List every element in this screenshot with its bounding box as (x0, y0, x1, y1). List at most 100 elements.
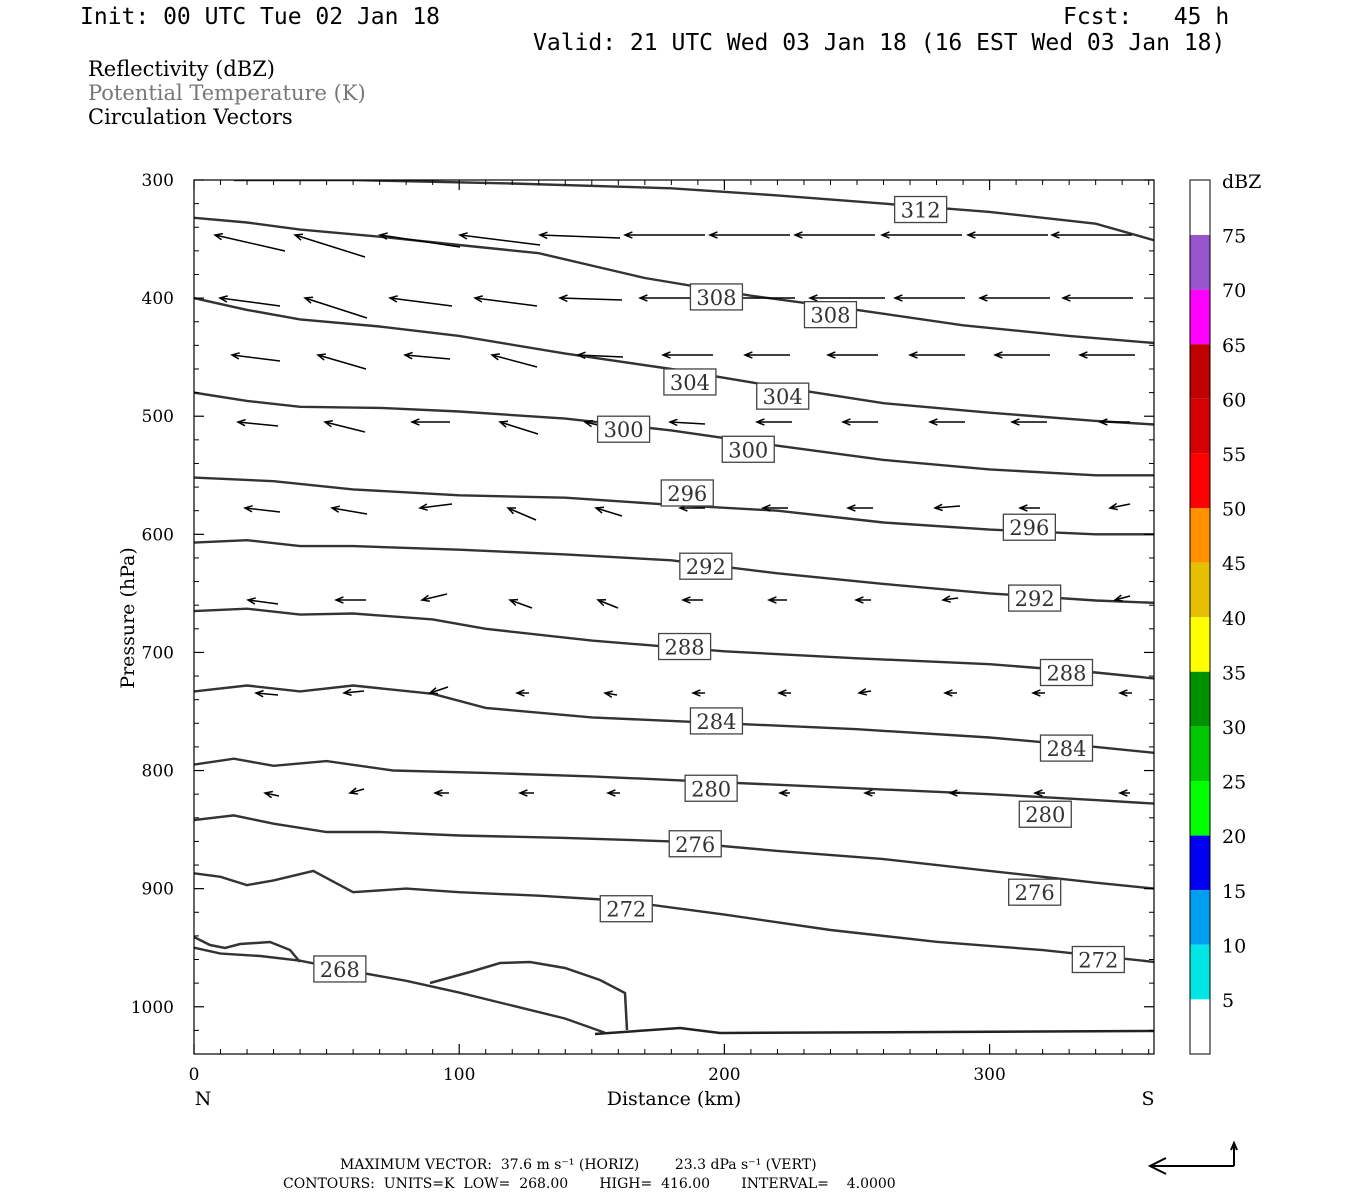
circulation-vector-arrow (508, 598, 533, 609)
contour-label: 296 (667, 482, 707, 506)
circulation-vector-arrow (1031, 689, 1045, 697)
circulation-vector-arrow (410, 418, 450, 426)
y-tick-label: 300 (142, 171, 174, 191)
circulation-vector-arrow (846, 504, 873, 512)
circulation-vector-arrow (793, 231, 875, 239)
contour-label-box (803, 300, 858, 329)
circulation-vector-arrow (213, 232, 286, 252)
contour-label-box (689, 707, 744, 735)
circulation-vector-arrow (1118, 689, 1132, 697)
circulation-vector-arrow (433, 789, 449, 797)
contour-label: 308 (696, 286, 736, 310)
circulation-vector-arrow (263, 790, 280, 799)
circulation-vector-arrow (538, 231, 621, 240)
reference-vector-icon (1147, 1140, 1238, 1175)
colorbar-swatch (1190, 508, 1210, 563)
circulation-vector-arrow (880, 231, 962, 239)
circulation-vector-arrow (1033, 789, 1045, 797)
circulation-vector-arrow (1010, 418, 1047, 426)
circulation-vector-arrow (334, 596, 366, 604)
contour-label: 272 (1078, 949, 1118, 973)
surface-boundary-line (193, 935, 301, 963)
contour-label: 292 (1015, 587, 1055, 611)
colorbar-label: 45 (1222, 553, 1246, 575)
circulation-vector-arrow (691, 689, 705, 697)
colorbar-label: 60 (1222, 389, 1246, 411)
contour-label-box (684, 774, 738, 802)
valid-time: Valid: 21 UTC Wed 03 Jan 18 (16 EST Wed … (533, 30, 1226, 56)
circulation-vector-arrow (857, 688, 872, 696)
contour-label-box (1018, 800, 1072, 828)
terrain-surface-line (594, 1026, 1155, 1036)
contour-label: 296 (1009, 516, 1049, 540)
circulation-vector-arrow (603, 690, 618, 698)
colorbar-label: 5 (1222, 990, 1234, 1012)
theta-contour-292 (194, 538, 1154, 604)
circulation-vector-arrow (708, 231, 790, 239)
colorbar-label: 65 (1222, 335, 1246, 357)
field-potential-temperature: Potential Temperature (K) (88, 81, 366, 105)
contour-label: 304 (763, 385, 803, 409)
contour-label: 312 (901, 199, 941, 223)
colorbar-swatch (1190, 562, 1210, 618)
colorbar-frame (1189, 179, 1211, 1055)
circulation-vector-arrow (668, 418, 706, 427)
circulation-vector-arrow (378, 232, 461, 248)
circulation-vector-arrow (498, 420, 539, 435)
contour-label-box (1002, 513, 1057, 541)
circulation-vector-arrow (515, 689, 529, 697)
circulation-vector-arrow (1098, 418, 1130, 426)
y-tick-label: 800 (142, 762, 174, 782)
contour-label-box (893, 195, 948, 224)
circulation-vector-arrow (993, 351, 1050, 359)
colorbar-label: 75 (1222, 226, 1246, 248)
y-tick-label: 900 (142, 880, 174, 900)
circulation-vector-arrow (246, 597, 279, 605)
circulation-vector-arrow (243, 504, 281, 513)
right-end-label: S (1141, 1088, 1154, 1110)
circulation-vector-arrow (316, 353, 367, 370)
circulation-vector-arrow (420, 593, 448, 603)
contour-label-box (663, 368, 717, 396)
circulation-vector-arrow (506, 507, 537, 521)
init-time: Init: 00 UTC Tue 02 Jan 18 (80, 4, 441, 30)
contour-label: 280 (691, 777, 731, 801)
colorbar-swatch (1190, 235, 1210, 290)
contour-label-box (1039, 734, 1094, 762)
circulation-vector-arrow (1061, 294, 1133, 302)
circulation-vector-arrow (418, 503, 453, 511)
contour-label-box (668, 830, 722, 858)
colorbar-label: 25 (1222, 772, 1246, 794)
contour-label-box (756, 382, 810, 410)
circulation-vector-arrow (808, 294, 885, 302)
colorbar-label: 30 (1222, 717, 1246, 739)
contour-label: 300 (728, 438, 768, 462)
circulation-vector-arrow (1050, 231, 1132, 239)
colorbar-swatch (1190, 781, 1210, 836)
circulation-vector-arrow (767, 596, 787, 604)
plot-frame (193, 179, 1155, 1055)
circulation-vector-arrow (978, 294, 1050, 302)
circulation-vector-arrow (661, 351, 713, 359)
circulation-vector-arrow (1118, 789, 1130, 797)
contour-label-box (1071, 945, 1125, 974)
colorbar-label: 20 (1222, 826, 1246, 848)
x-axis-label: Distance (km) (607, 1088, 742, 1110)
circulation-vector-arrow (933, 503, 961, 512)
y-tick-label: 500 (142, 407, 174, 427)
contour-label: 280 (1025, 803, 1065, 827)
theta-contour-300 (194, 391, 1154, 477)
contour-label-box (313, 955, 367, 983)
circulation-vector-arrow (330, 505, 368, 515)
colorbar-label: 50 (1222, 499, 1246, 521)
circulation-vector-arrow (303, 296, 368, 319)
circulation-vector-arrow (254, 689, 279, 698)
colorbar-swatch (1190, 835, 1210, 891)
circulation-vector-arrow (348, 787, 365, 795)
contour-label: 308 (810, 304, 850, 328)
contour-label: 304 (670, 371, 710, 395)
circulation-vector-arrow (558, 294, 623, 303)
contour-label-box (1008, 584, 1062, 612)
y-axis-label: Pressure (hPa) (117, 547, 139, 689)
contour-label: 284 (696, 710, 736, 734)
